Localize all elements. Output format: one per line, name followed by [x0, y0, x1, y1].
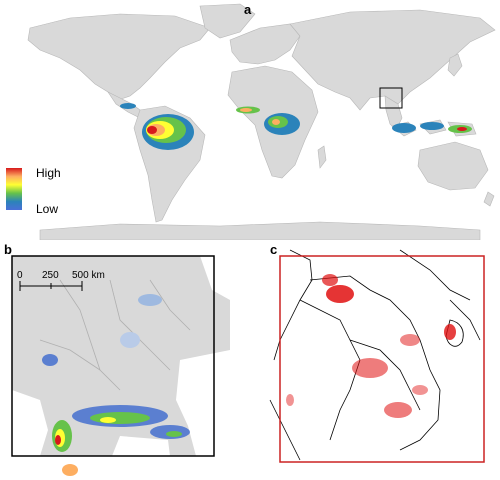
- heatmap-se-asia: [392, 122, 472, 133]
- heatmap-congo: [264, 113, 300, 135]
- north-america-landmass: [27, 13, 211, 101]
- scale-label-500km: 500 km: [72, 270, 105, 281]
- panel-c-label: c: [270, 242, 278, 257]
- heatmap-amazon: [142, 114, 194, 150]
- panel-b-regional-map: b: [0, 240, 240, 480]
- panel-c-outline-map: c: [250, 240, 500, 480]
- antarctica-landmass: [39, 221, 481, 240]
- scale-label-250: 250: [42, 270, 59, 281]
- panel-a-label: a: [244, 2, 252, 17]
- heatmap-central-america: [120, 103, 136, 109]
- madagascar-landmass: [317, 145, 327, 169]
- legend-low-label: Low: [36, 202, 59, 216]
- regional-map-svg: 0 250 500 km: [11, 255, 230, 476]
- inset-locator-box: [379, 87, 403, 109]
- japan-landmass: [447, 53, 463, 77]
- scale-label-0: 0: [17, 270, 23, 281]
- panel-a-world-map: a: [6, 2, 496, 240]
- world-map-svg: [27, 3, 496, 240]
- greenland-landmass: [199, 3, 256, 39]
- panel-b-frame: [11, 255, 215, 457]
- asia-landmass: [289, 9, 496, 111]
- outline-map-svg: [269, 249, 485, 463]
- legend-high-label: High: [36, 166, 61, 180]
- australia-landmass: [417, 141, 489, 191]
- scale-bar: [19, 281, 83, 291]
- europe-landmass: [229, 23, 301, 65]
- land-masses: [27, 3, 496, 240]
- panel-b-label: b: [4, 242, 12, 257]
- heatmap-west-africa: [236, 106, 260, 114]
- new-zealand-landmass: [483, 191, 495, 207]
- panel-c-frame: [279, 255, 485, 463]
- regional-biomass: [42, 294, 190, 476]
- deforestation-hotspots: [286, 274, 456, 418]
- outline-borders: [269, 249, 481, 461]
- regional-ocean: [12, 256, 230, 456]
- legend-gradient: [6, 168, 22, 210]
